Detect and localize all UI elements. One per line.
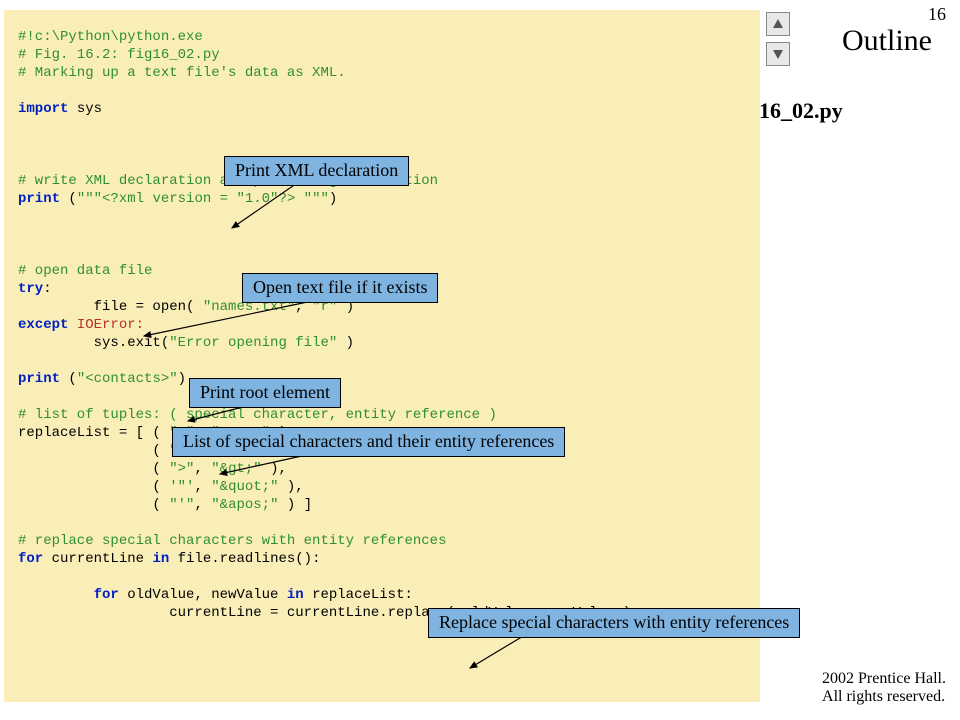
code-text: replaceList:: [304, 587, 413, 603]
code-text: (: [18, 461, 169, 477]
code-kw: print: [18, 371, 60, 387]
code-text: ): [178, 371, 186, 387]
code-kw: for: [18, 551, 43, 567]
code-text: file = open(: [18, 299, 203, 315]
code-text: :: [43, 281, 51, 297]
callout-replace-specials: Replace special characters with entity r…: [428, 608, 800, 638]
code-text: ,: [194, 479, 211, 495]
code-kw: except: [18, 317, 68, 333]
code-str: """<?xml version = "1.0"?> """: [77, 191, 329, 207]
code-text: file.readlines():: [169, 551, 320, 567]
code-str: "Error opening file": [169, 335, 337, 351]
chevron-down-icon: [771, 47, 785, 61]
chevron-up-icon: [771, 17, 785, 31]
code-panel: #!c:\Python\python.exe # Fig. 16.2: fig1…: [4, 10, 760, 702]
code-str: ">": [169, 461, 194, 477]
code-line: # replace special characters with entity…: [18, 533, 446, 549]
code-str: "'": [169, 497, 194, 513]
code-str: '"': [169, 479, 194, 495]
copyright: 2002 Prentice Hall. All rights reserved.: [822, 670, 946, 706]
code-text: (: [18, 497, 169, 513]
nav-up-button[interactable]: [766, 12, 790, 36]
nav-down-button[interactable]: [766, 42, 790, 66]
code-text: currentLine: [43, 551, 152, 567]
code-text: (: [60, 191, 77, 207]
code-line: #!c:\Python\python.exe: [18, 29, 203, 45]
filename-label: g16_02.py: [748, 98, 843, 124]
page-number: 16: [928, 4, 946, 25]
code-text: (: [18, 443, 169, 459]
code-text: (: [18, 479, 169, 495]
code-text: ,: [194, 461, 211, 477]
copyright-line: All rights reserved.: [822, 688, 946, 706]
code-text: replaceList = [ (: [18, 425, 169, 441]
code-line: # list of tuples: ( special character, e…: [18, 407, 497, 423]
callout-root-element: Print root element: [189, 378, 341, 408]
code-kw: for: [18, 587, 119, 603]
code-kw: in: [287, 587, 304, 603]
code-str: "&gt;": [211, 461, 261, 477]
code-line: # Marking up a text file's data as XML.: [18, 65, 346, 81]
callout-xml-declaration: Print XML declaration: [224, 156, 409, 186]
code-str: "<contacts>": [77, 371, 178, 387]
copyright-line: 2002 Prentice Hall.: [822, 670, 946, 688]
callout-special-chars-list: List of special characters and their ent…: [172, 427, 565, 457]
code-text: ,: [194, 497, 211, 513]
code-text: oldValue, newValue: [119, 587, 287, 603]
code-line: # Fig. 16.2: fig16_02.py: [18, 47, 220, 63]
code-kw: import: [18, 101, 68, 117]
code-kw: in: [152, 551, 169, 567]
code-text: sys.exit(: [18, 335, 169, 351]
code-text: (: [60, 371, 77, 387]
code-text: sys: [68, 101, 102, 117]
code-text: ),: [278, 479, 303, 495]
code-text: ): [329, 191, 337, 207]
code-text: ): [337, 335, 354, 351]
callout-open-file: Open text file if it exists: [242, 273, 438, 303]
code-str: "&quot;": [211, 479, 278, 495]
code-str: "&apos;": [211, 497, 278, 513]
code-text: ) ]: [278, 497, 312, 513]
outline-title: Outline: [842, 24, 932, 58]
code-err: IOError:: [68, 317, 144, 333]
code-line: # open data file: [18, 263, 152, 279]
code-kw: print: [18, 191, 60, 207]
code-kw: try: [18, 281, 43, 297]
code-text: ),: [262, 461, 287, 477]
